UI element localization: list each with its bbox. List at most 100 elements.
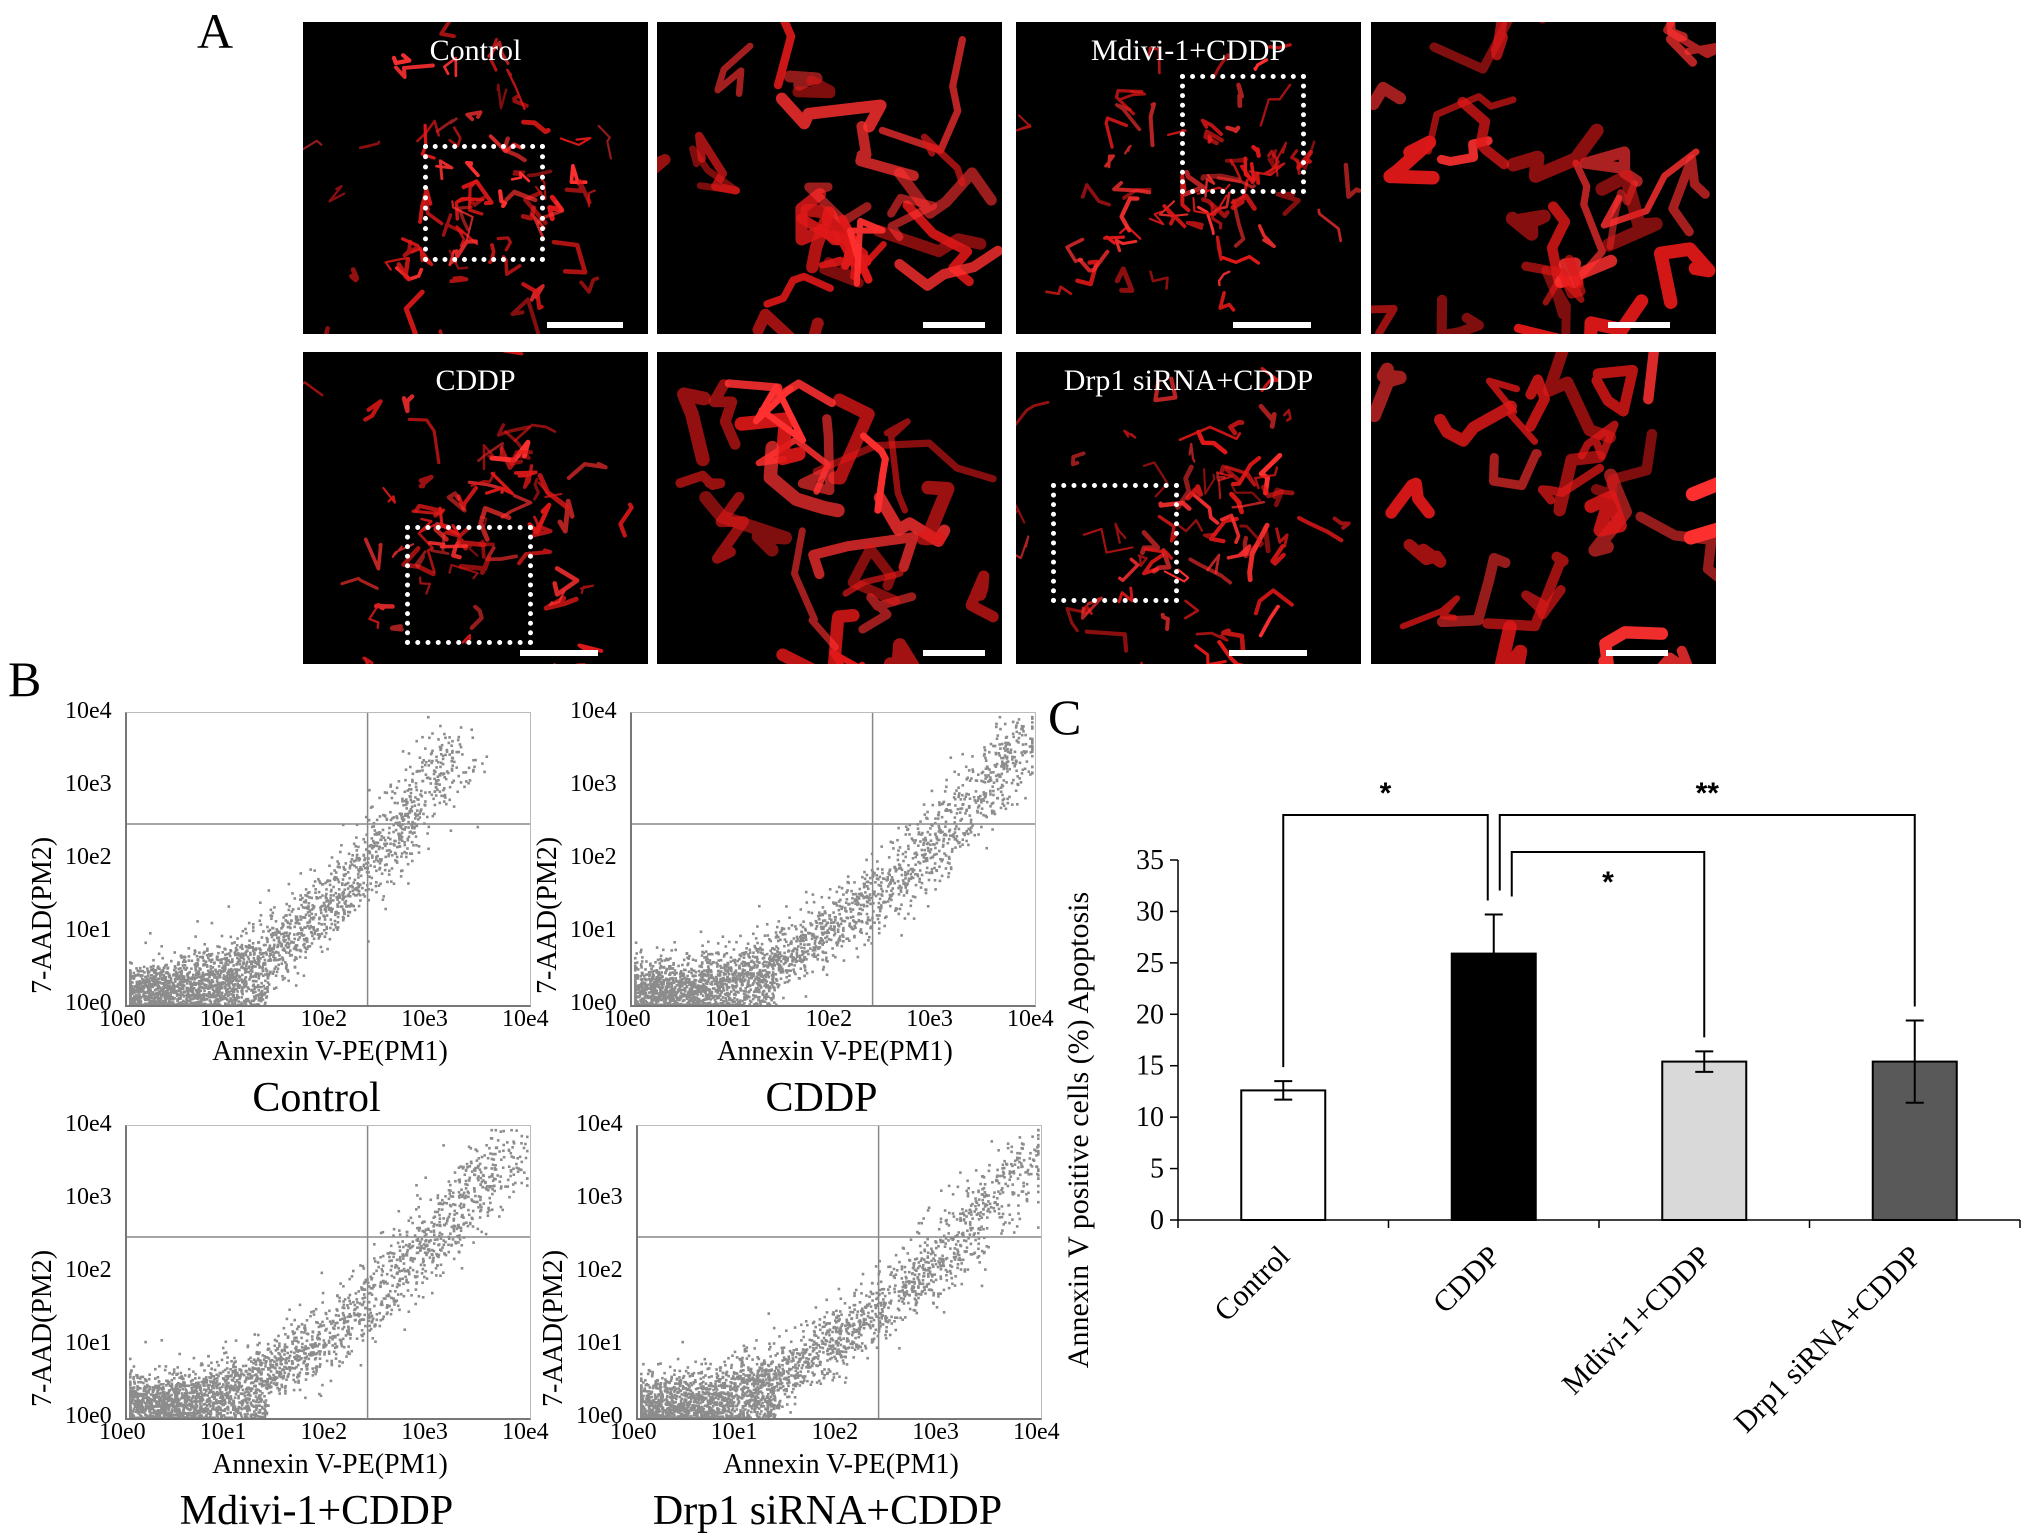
y-tick-label: 35 xyxy=(1136,845,1164,876)
y-tick-label: 10e3 xyxy=(570,771,617,797)
x-tick-label: 10e4 xyxy=(1007,1006,1054,1032)
y-tick-label: 10e3 xyxy=(65,771,112,797)
x-tick-label: 10e2 xyxy=(300,1419,348,1445)
y-tick-label: 10e2 xyxy=(65,1257,112,1283)
flow-y-axis-label: 7-AAD(PM2) xyxy=(27,836,58,994)
scale-bar xyxy=(1233,322,1311,328)
x-tick-label: 10e4 xyxy=(502,1006,549,1032)
micrograph-panel xyxy=(1371,352,1716,664)
x-tick-label: 10e0 xyxy=(99,1419,146,1445)
panel-label-c: C xyxy=(1048,689,1082,745)
y-tick-label: 10e3 xyxy=(576,1184,623,1210)
mitochondria-image xyxy=(303,352,634,664)
x-tick-label: 10e1 xyxy=(199,1419,247,1445)
panel-label-b: B xyxy=(8,651,42,707)
error-bar xyxy=(1484,913,1503,994)
category-label: Control xyxy=(1208,1240,1296,1328)
significance-label: * xyxy=(1602,866,1614,899)
flow-x-axis-label: Annexin V-PE(PM1) xyxy=(717,1036,953,1067)
y-tick-label: 0 xyxy=(1150,1205,1164,1236)
micrograph-panel xyxy=(657,352,1002,664)
scale-bar xyxy=(923,322,985,328)
y-tick-label: 10e0 xyxy=(576,1403,623,1429)
x-tick-label: 10e1 xyxy=(199,1006,247,1032)
flow-plot-axes xyxy=(630,712,1036,1007)
micrograph-panel: CDDP xyxy=(303,352,648,664)
x-tick-label: 10e3 xyxy=(401,1006,448,1032)
significance-bracket xyxy=(1510,851,1706,1038)
flow-x-axis-label: Annexin V-PE(PM1) xyxy=(212,1036,448,1067)
flow-plot-title: CDDP xyxy=(765,1075,878,1121)
flow-plot-axes xyxy=(636,1125,1042,1420)
y-tick-label: 25 xyxy=(1136,948,1164,979)
micrograph-panel: Drp1 siRNA+CDDP xyxy=(1016,352,1361,664)
y-tick-label: 30 xyxy=(1136,896,1164,927)
y-tick-label: 10e1 xyxy=(576,1330,623,1356)
category-label: Mdivi-1+CDDP xyxy=(1556,1240,1717,1401)
micrograph-caption: Drp1 siRNA+CDDP xyxy=(1063,364,1314,397)
zoom-region-box xyxy=(405,525,533,645)
micrograph-panel xyxy=(657,22,1002,334)
flow-scatter xyxy=(127,713,530,1005)
x-tick-label: 10e2 xyxy=(811,1419,859,1445)
mitochondria-image xyxy=(1371,352,1716,664)
scale-bar xyxy=(923,650,985,656)
micrograph-caption: CDDP xyxy=(435,364,516,397)
x-tick-label: 10e2 xyxy=(300,1006,348,1032)
flow-y-axis-label: 7-AAD(PM2) xyxy=(532,836,563,994)
y-tick-label: 20 xyxy=(1136,999,1164,1030)
flow-scatter xyxy=(127,1126,530,1418)
x-tick-label: 10e1 xyxy=(710,1419,758,1445)
zoom-region-box xyxy=(1051,483,1179,603)
y-tick-label: 10e2 xyxy=(576,1257,623,1283)
y-tick-label: 10e0 xyxy=(570,990,617,1016)
category-label: Drp1 siRNA+CDDP xyxy=(1728,1240,1928,1440)
micrograph-panel xyxy=(1371,22,1716,334)
y-tick-label: 10e2 xyxy=(65,844,112,870)
flow-scatter xyxy=(632,713,1035,1005)
x-tick-label: 10e0 xyxy=(604,1006,651,1032)
y-axis-label: Annexin V positive cells (%) Apoptosis xyxy=(1062,892,1095,1368)
category-label: CDDP xyxy=(1427,1240,1507,1320)
y-tick-label: 10 xyxy=(1136,1102,1164,1133)
flow-plot-title: Drp1 siRNA+CDDP xyxy=(652,1488,1003,1534)
x-tick-label: 10e3 xyxy=(401,1419,448,1445)
significance-bracket xyxy=(1498,814,1916,1007)
x-tick-label: 10e4 xyxy=(502,1419,549,1445)
scale-bar xyxy=(547,322,623,328)
flow-plot-axes xyxy=(125,712,531,1007)
scale-bar xyxy=(520,650,598,656)
flow-y-axis-label: 7-AAD(PM2) xyxy=(27,1249,58,1407)
zoom-region-box xyxy=(1180,74,1306,194)
error-bar xyxy=(1905,1019,1924,1104)
flow-y-axis-label: 7-AAD(PM2) xyxy=(538,1249,569,1407)
y-tick-label: 10e4 xyxy=(65,698,112,724)
bar xyxy=(1240,1089,1327,1221)
scale-bar xyxy=(1229,650,1307,656)
micrograph-caption: Control xyxy=(429,34,522,67)
scale-bar xyxy=(1606,650,1668,656)
y-tick-label: 10e1 xyxy=(570,917,617,943)
y-tick-label: 10e4 xyxy=(576,1111,623,1137)
flow-x-axis-label: Annexin V-PE(PM1) xyxy=(212,1449,448,1480)
x-tick-label: 10e3 xyxy=(912,1419,959,1445)
error-bar xyxy=(1274,1080,1293,1101)
micrograph-panel: Control xyxy=(303,22,648,334)
x-tick-label: 10e0 xyxy=(610,1419,657,1445)
panel-label-a: A xyxy=(197,3,234,59)
x-tick-label: 10e0 xyxy=(99,1006,146,1032)
mitochondria-image xyxy=(657,22,1002,334)
bar xyxy=(1661,1060,1748,1221)
y-tick-label: 10e1 xyxy=(65,917,112,943)
x-tick-label: 10e3 xyxy=(906,1006,953,1032)
mitochondria-image xyxy=(675,379,999,664)
mitochondria-image xyxy=(1371,22,1716,334)
y-tick-label: 15 xyxy=(1136,1051,1164,1082)
error-bar xyxy=(1695,1050,1714,1073)
micrograph-panel: Mdivi-1+CDDP xyxy=(1016,22,1361,334)
flow-x-axis-label: Annexin V-PE(PM1) xyxy=(723,1449,959,1480)
y-tick-label: 10e1 xyxy=(65,1330,112,1356)
zoom-region-box xyxy=(423,144,545,262)
y-tick-label: 10e4 xyxy=(570,698,617,724)
y-tick-label: 10e4 xyxy=(65,1111,112,1137)
